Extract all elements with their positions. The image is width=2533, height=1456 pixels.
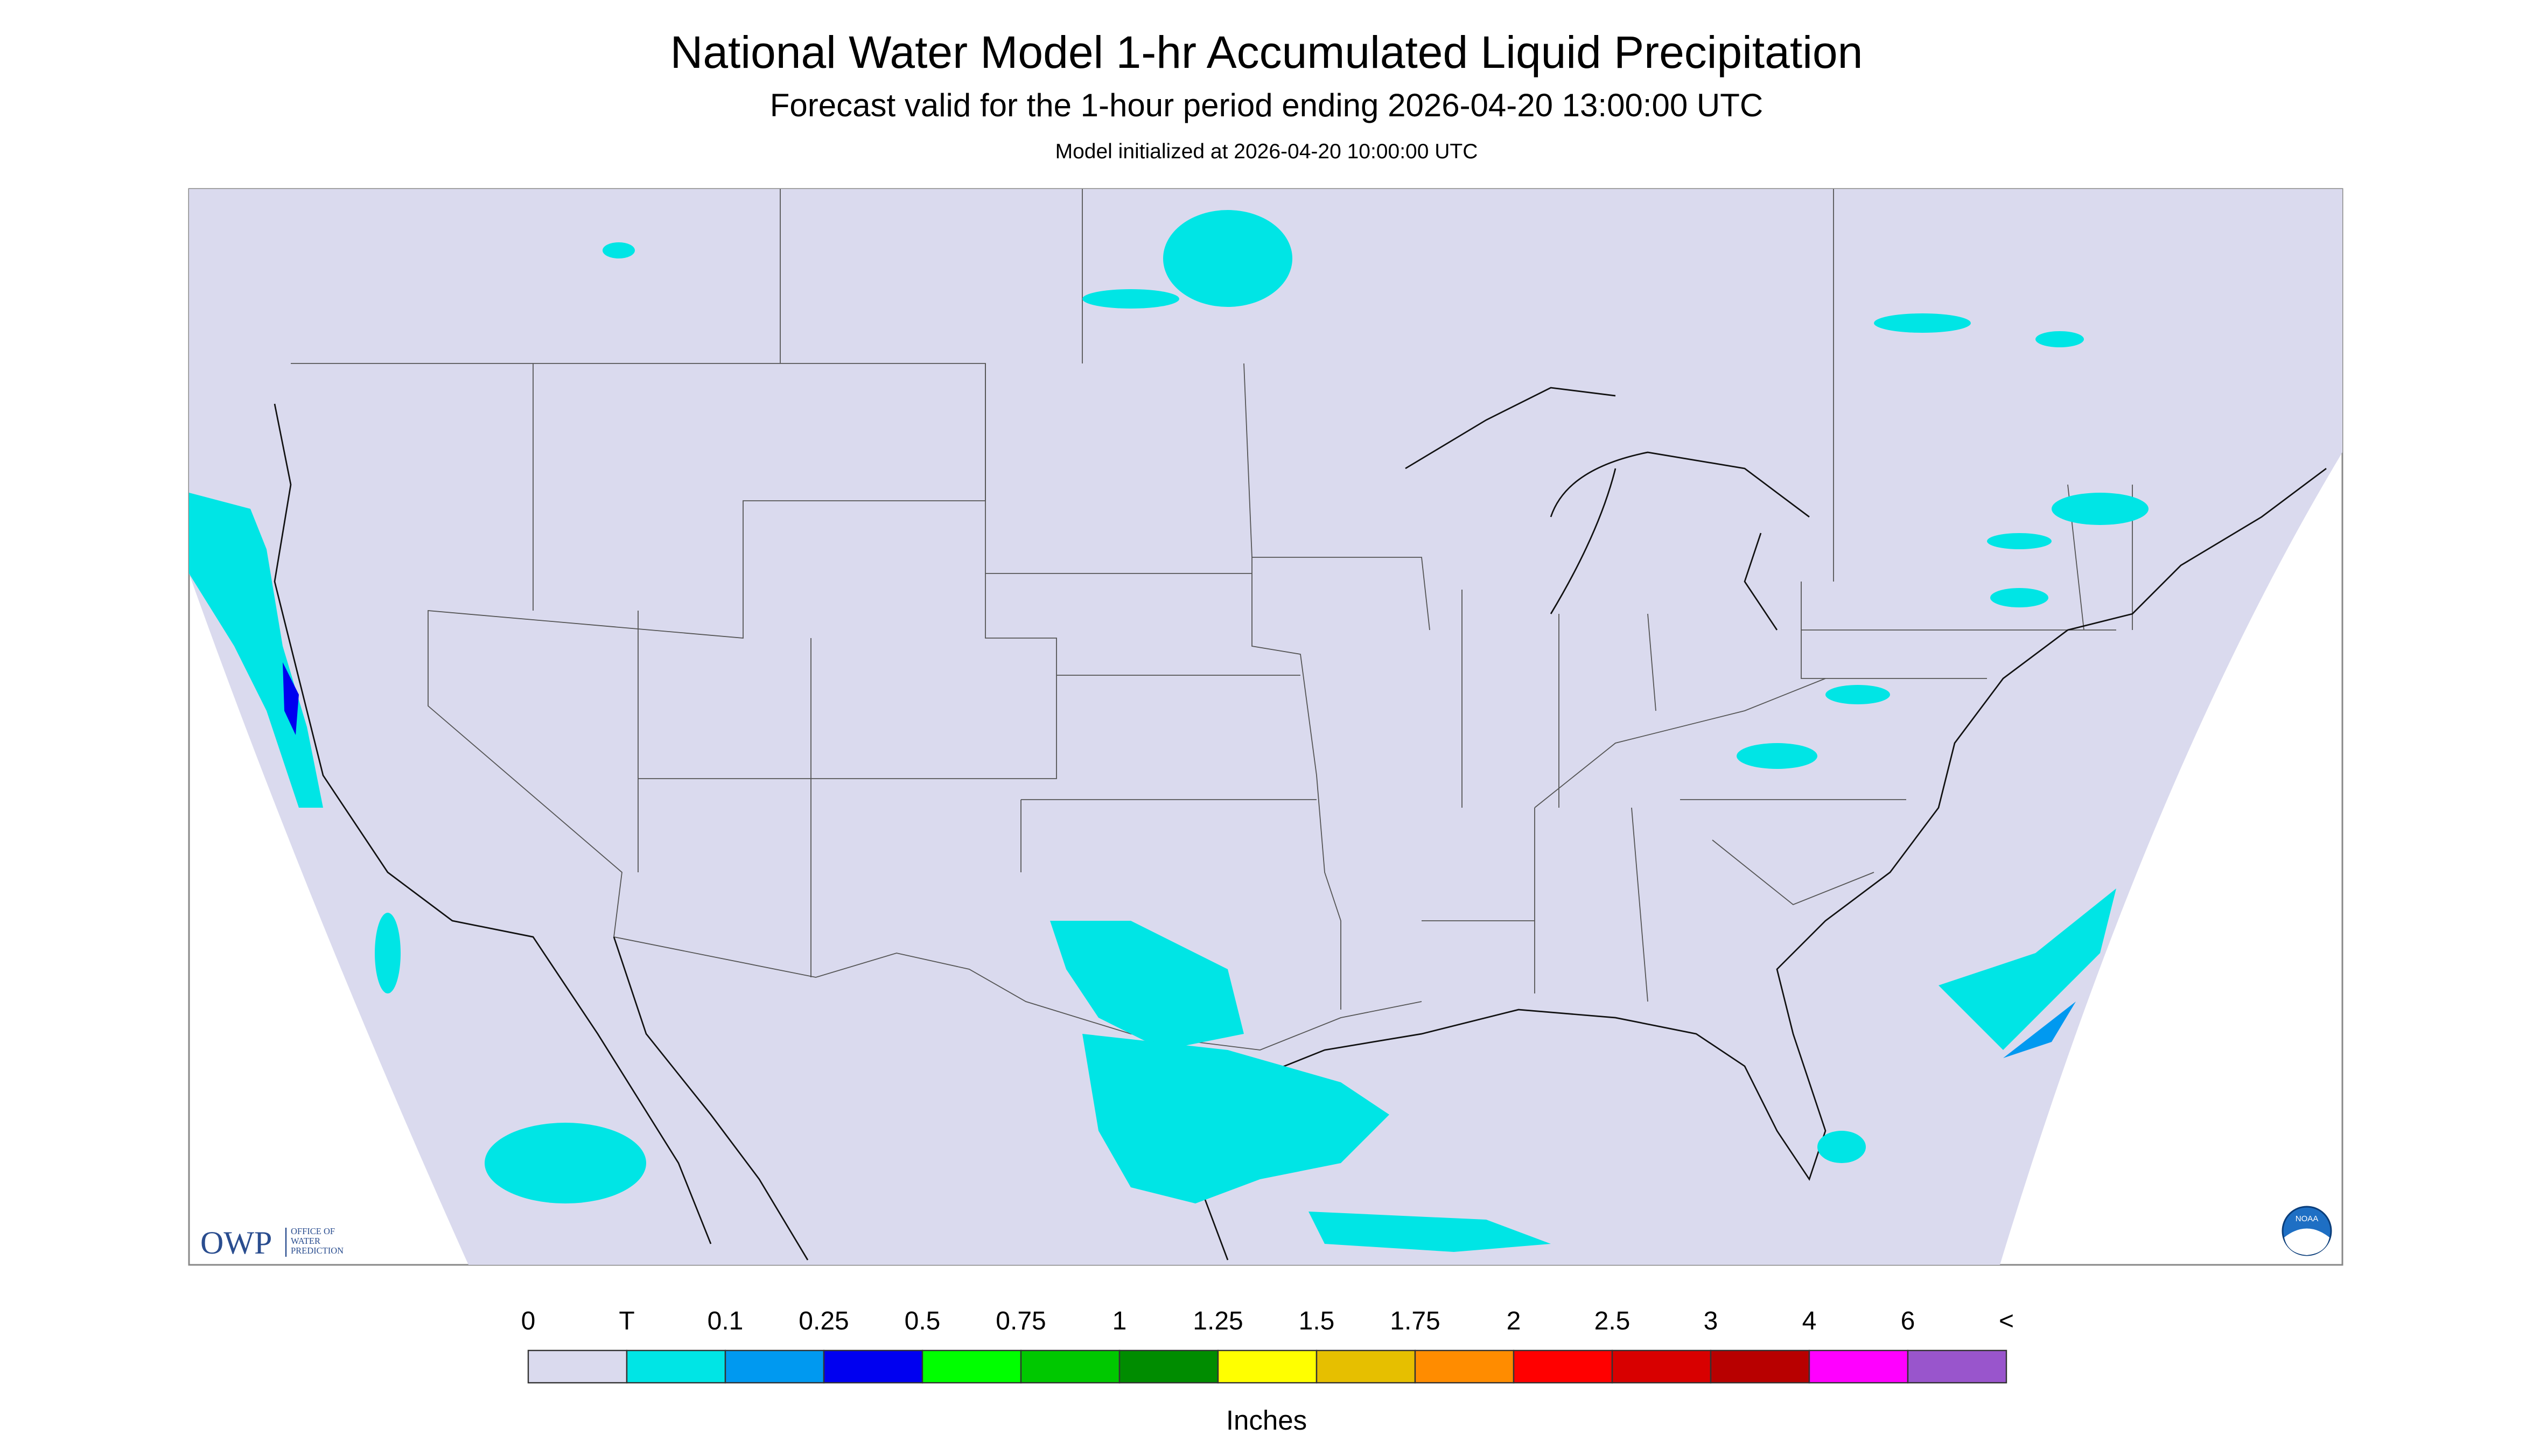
legend-label: 1.5	[1299, 1307, 1335, 1335]
agency: NOAA	[2296, 1214, 2319, 1223]
logo-long: WATER	[291, 1236, 320, 1246]
legend-swatch	[527, 1349, 628, 1384]
legend-swatch	[1808, 1349, 1909, 1384]
legend-label: 0.5	[905, 1307, 941, 1335]
owp-logo: OWP OFFICE OF WATER PREDICTION	[200, 1225, 344, 1261]
legend-swatch	[921, 1349, 1022, 1384]
legend-label: 1.25	[1193, 1307, 1243, 1335]
legend-swatch	[1020, 1349, 1121, 1384]
legend-label: 0.75	[996, 1307, 1046, 1335]
legend-label: 1	[1112, 1307, 1127, 1335]
legend-label: <	[1999, 1307, 2014, 1335]
legend-swatch	[1414, 1349, 1515, 1384]
legend-unit: Inches	[1226, 1405, 1307, 1436]
logo-long: PREDICTION	[291, 1245, 344, 1256]
legend-label: 2	[1507, 1307, 1521, 1335]
legend-label: 1.75	[1390, 1307, 1440, 1335]
logo-long: OFFICE OF	[291, 1226, 335, 1236]
coastlines	[274, 387, 2327, 1261]
legend-swatch	[1513, 1349, 1613, 1384]
legend-swatch	[1907, 1349, 2007, 1384]
legend-swatch	[724, 1349, 825, 1384]
legend-swatch	[1710, 1349, 1810, 1384]
legend-label: T	[619, 1307, 634, 1335]
precipitation	[189, 210, 2149, 1252]
legend-label: 3	[1704, 1307, 1718, 1335]
legend-swatch	[823, 1349, 923, 1384]
noaa-logo: NOAA	[2282, 1206, 2332, 1256]
legend-swatch	[1316, 1349, 1416, 1384]
subtitle: Forecast valid for the 1-hour period end…	[770, 87, 1763, 123]
legend-label: 0	[521, 1307, 536, 1335]
init-note: Model initialized at 2026-04-20 10:00:00…	[1055, 140, 1478, 163]
legend-swatch	[1611, 1349, 1712, 1384]
title: National Water Model 1-hr Accumulated Li…	[670, 27, 1863, 78]
legend-label: 0.25	[799, 1307, 849, 1335]
legend: Inches 0 T 0.1 0.25 0.5 0.75 1 1.25 1.5 1.75 2 2.5 3…	[521, 1307, 2014, 1436]
legend-label: 0.1	[708, 1307, 744, 1335]
logo-short: OWP	[200, 1225, 272, 1261]
model-domain	[189, 189, 2342, 1265]
legend-swatch	[626, 1349, 726, 1384]
legend-swatch	[1118, 1349, 1219, 1384]
legend-label: 6	[1901, 1307, 1915, 1335]
map: OWP OFFICE OF WATER PREDICTION NOAA	[188, 188, 2343, 1266]
legend-swatch	[1217, 1349, 1318, 1384]
legend-label: 4	[1802, 1307, 1817, 1335]
legend-label: 2.5	[1594, 1307, 1631, 1335]
